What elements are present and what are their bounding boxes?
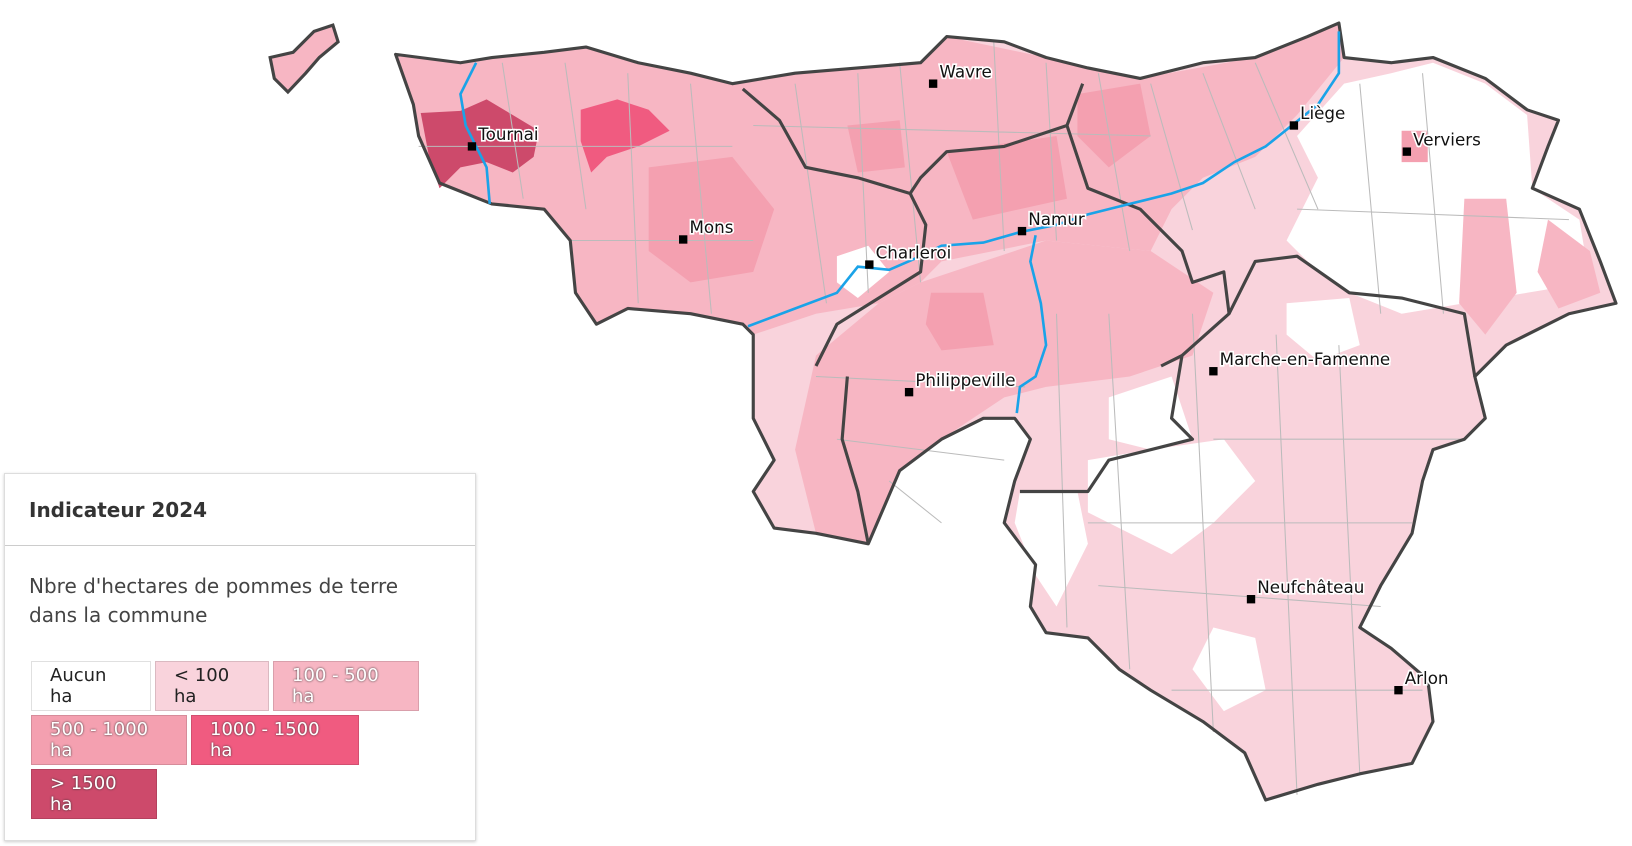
legend-classes: Aucun ha < 100 ha 100 - 500 ha 500 - 100… — [31, 661, 451, 819]
river-sambre-meuse — [747, 31, 1341, 328]
city-label: Tournai — [477, 124, 538, 144]
city-marker-icon — [1402, 147, 1412, 156]
zone-500-1000 — [925, 292, 994, 351]
city-marker-icon — [904, 387, 914, 397]
city-marker-icon — [928, 79, 938, 88]
zone-none — [1108, 376, 1193, 450]
city-label: Charleroi — [876, 242, 952, 262]
legend-class-over-1500: > 1500 ha — [31, 769, 157, 819]
legend-panel: Indicateur 2024 Nbre d'hectares de pomme… — [4, 473, 476, 841]
city-marker-icon — [1017, 226, 1027, 236]
legend-class-under-100: < 100 ha — [155, 661, 269, 711]
city-label: Neufchâteau — [1257, 577, 1364, 597]
zone-none — [1286, 62, 1590, 314]
zone-100-500 — [1537, 219, 1601, 309]
province-borders — [394, 21, 1618, 802]
legend-title: Indicateur 2024 — [5, 474, 475, 546]
zone-none — [836, 245, 890, 299]
zone-100-500 — [1459, 198, 1517, 335]
river-meuse-south — [1015, 235, 1048, 414]
zone-500-1000 — [648, 156, 775, 283]
legend-class-500-1000: 500 - 1000 ha — [31, 715, 187, 765]
city-markers: Wavre Tournai Liège Verviers Mons Namur Charle… — [467, 60, 1482, 695]
river-escaut — [459, 62, 492, 205]
city-label: Philippeville — [915, 370, 1015, 390]
exclave — [268, 23, 340, 95]
city-marker-icon — [1394, 686, 1403, 695]
zone-none — [1087, 439, 1256, 555]
legend-class-none: Aucun ha — [31, 661, 151, 711]
city-marker-icon — [467, 142, 477, 151]
zone-over-1500 — [420, 99, 539, 189]
city-label: Marche-en-Famenne — [1220, 349, 1391, 369]
city-label: Wavre — [939, 61, 991, 81]
city-marker-icon — [1246, 595, 1256, 604]
zone-1000-1500 — [580, 99, 670, 173]
wallonia-outline — [394, 21, 1618, 802]
city-marker-icon — [1209, 367, 1218, 376]
legend-description: Nbre d'hectares de pommes de terre dans … — [29, 574, 399, 627]
zone-none — [1286, 298, 1360, 361]
city-label: Verviers — [1413, 129, 1481, 149]
city-marker-icon — [865, 260, 874, 269]
city-label: Liège — [1300, 103, 1345, 123]
city-label: Mons — [689, 217, 733, 237]
zone-500-1000 — [946, 135, 1067, 220]
zone-500-1000 — [1077, 83, 1151, 168]
legend-class-100-500: 100 - 500 ha — [273, 661, 419, 711]
rivers — [459, 31, 1341, 414]
city-marker-icon — [1289, 121, 1299, 130]
city-marker-icon — [679, 235, 688, 244]
city-label: Namur — [1028, 209, 1085, 229]
city-label: Arlon — [1405, 668, 1449, 688]
zone-none — [1014, 491, 1088, 607]
legend-class-1000-1500: 1000 - 1500 ha — [191, 715, 359, 765]
